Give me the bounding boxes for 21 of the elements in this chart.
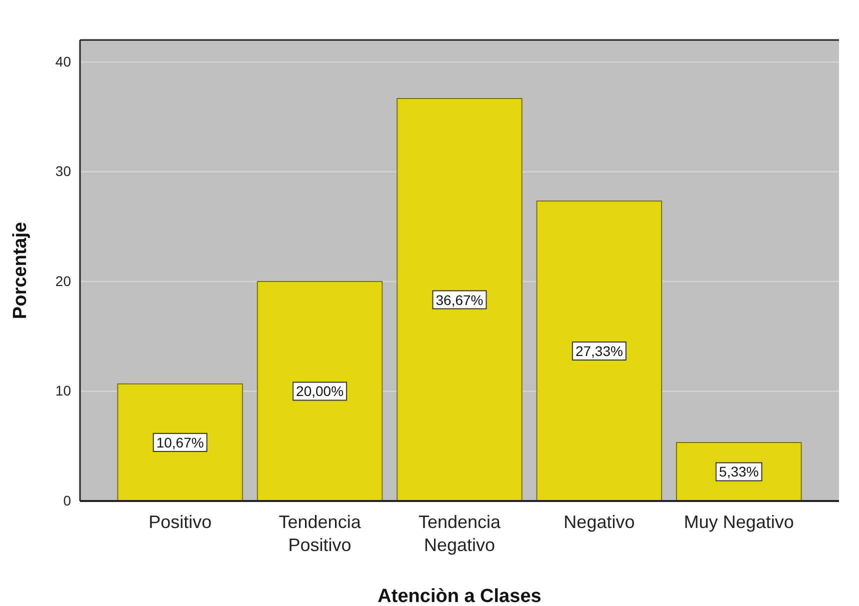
x-tick-label: Positivo <box>148 512 212 532</box>
bar <box>396 98 522 502</box>
x-tick-label: Negativo <box>564 512 635 532</box>
data-label: 10,67% <box>156 434 204 450</box>
x-axis-title: Atenciòn a Clases <box>378 586 542 606</box>
data-label: 20,00% <box>296 383 344 400</box>
data-label: 27,33% <box>575 343 623 360</box>
y-tick-label: 40 <box>55 53 72 70</box>
y-tick-label: 20 <box>55 272 72 289</box>
y-axis-title: Porcentaje <box>10 222 31 320</box>
y-tick-label: 10 <box>55 382 72 399</box>
x-tick-label: Tendencia Positivo <box>278 512 362 556</box>
y-tick-label: 0 <box>63 492 72 508</box>
bar <box>256 280 383 502</box>
bar <box>117 383 243 502</box>
bar <box>536 200 662 502</box>
data-label: 36,67% <box>436 292 484 308</box>
x-tick-label: Tendencia Negativo <box>418 512 502 556</box>
y-tick-label: 30 <box>55 163 72 180</box>
data-label: 5,33% <box>719 464 759 480</box>
x-tick-label: Muy Negativo <box>684 512 794 532</box>
